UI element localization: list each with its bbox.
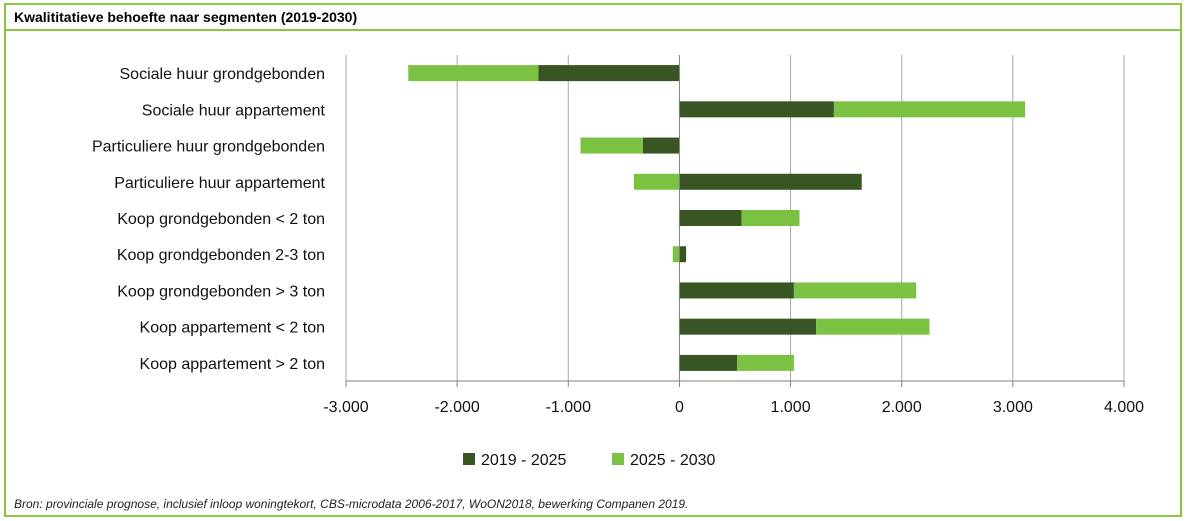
category-label: Koop appartement < 2 ton <box>140 320 325 337</box>
bar-series2 <box>408 65 539 82</box>
bar-series2 <box>580 137 643 154</box>
bar-series2 <box>816 318 930 335</box>
bar-series1 <box>538 65 680 82</box>
x-tick-label: 2.000 <box>882 399 922 416</box>
category-label: Koop grondgebonden < 2 ton <box>117 211 325 228</box>
bar-series1 <box>679 282 794 299</box>
legend-label: 2019 - 2025 <box>481 452 567 469</box>
bar-series2 <box>633 173 680 190</box>
legend-label: 2025 - 2030 <box>630 452 716 469</box>
category-label: Sociale huur grondgebonden <box>120 66 326 83</box>
bar-series1 <box>679 246 687 263</box>
x-tick-label: 3.000 <box>993 399 1033 416</box>
category-label: Particuliere huur appartement <box>114 175 325 192</box>
bar-series1 <box>642 137 680 154</box>
x-tick-label: -1.000 <box>546 399 591 416</box>
category-label: Koop grondgebonden > 3 ton <box>117 283 325 300</box>
bar-series2 <box>833 101 1026 118</box>
category-label: Sociale huur appartement <box>142 102 326 119</box>
x-tick-label: -2.000 <box>434 399 479 416</box>
legend-swatch <box>612 453 624 465</box>
title-bar: Kwalititatieve behoefte naar segmenten (… <box>6 5 1180 31</box>
legend-swatch <box>463 453 475 465</box>
bar-series2 <box>741 210 800 226</box>
x-tick-label: 0 <box>675 399 684 416</box>
bar-series1 <box>679 173 862 190</box>
bar-series2 <box>793 282 917 299</box>
bar-series2 <box>672 246 680 263</box>
x-tick-label: 1.000 <box>771 399 811 416</box>
bar-series1 <box>679 318 817 335</box>
bar-series2 <box>737 354 794 371</box>
chart-title: Kwalititatieve behoefte naar segmenten (… <box>14 9 358 25</box>
bar-series1 <box>679 210 742 226</box>
category-label: Particuliere huur grondgebonden <box>92 139 325 156</box>
category-label: Koop appartement > 2 ton <box>140 356 325 373</box>
x-tick-label: 4.000 <box>1104 399 1144 416</box>
bar-series1 <box>679 101 834 118</box>
category-label: Koop grondgebonden 2-3 ton <box>117 247 325 264</box>
bar-series1 <box>679 354 738 371</box>
source-note: Bron: provinciale prognose, inclusief in… <box>14 497 689 511</box>
x-tick-label: -3.000 <box>323 399 368 416</box>
chart-frame: Kwalititatieve behoefte naar segmenten (… <box>4 3 1182 517</box>
